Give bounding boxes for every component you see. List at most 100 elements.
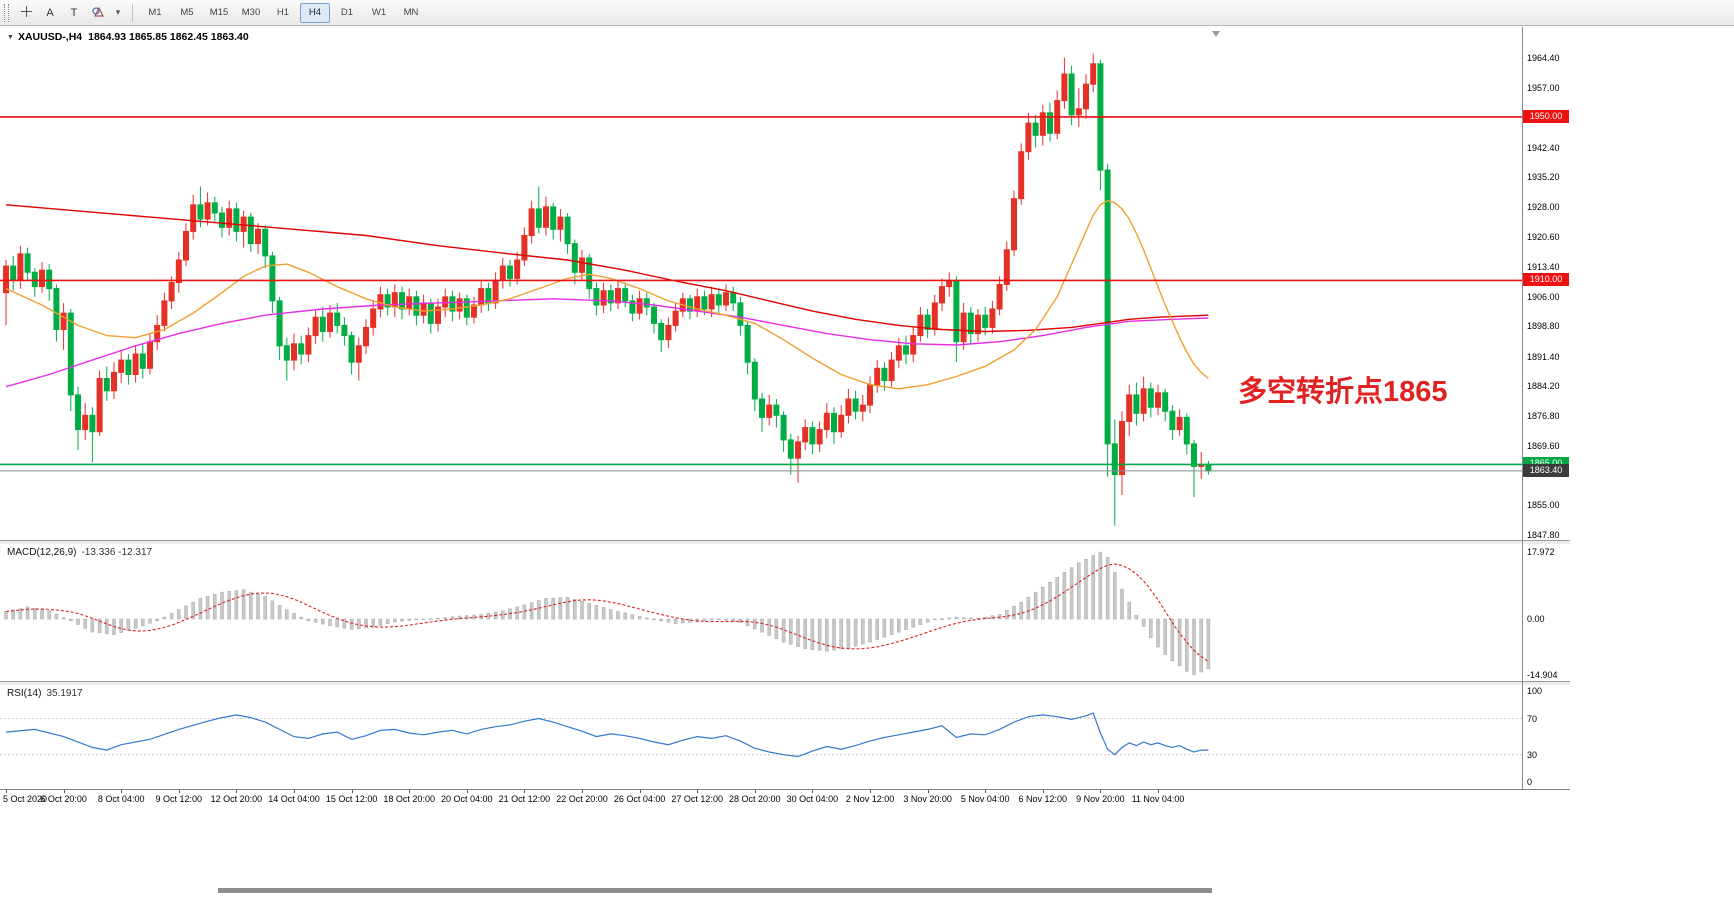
candle-body bbox=[787, 439, 794, 459]
chart-shift-marker[interactable] bbox=[1212, 31, 1220, 37]
price-tick-label: 1855.00 bbox=[1527, 500, 1560, 511]
timeframe-button-d1[interactable]: D1 bbox=[340, 7, 354, 18]
timeframe-button-mn[interactable]: MN bbox=[403, 7, 419, 18]
candle-body bbox=[96, 378, 103, 433]
macd-histogram-bar bbox=[846, 618, 851, 649]
main-chart-canvas[interactable] bbox=[0, 27, 1522, 540]
tools-dropdown-button[interactable]: ▾ bbox=[111, 2, 125, 24]
time-label: 11 Nov 04:00 bbox=[1131, 794, 1185, 804]
chart-text-annotation[interactable]: 多空转折点1865 bbox=[1238, 376, 1448, 408]
candle-body bbox=[615, 288, 621, 304]
macd-histogram-bar bbox=[774, 618, 779, 640]
macd-histogram-bar bbox=[357, 618, 361, 629]
chart-title: ▼ XAUUSD-,H4 1864.93 1865.85 1862.45 1863.… bbox=[7, 31, 249, 43]
candle-body bbox=[168, 282, 175, 302]
candle-body bbox=[17, 253, 24, 281]
candle-body bbox=[53, 288, 60, 331]
candle-body bbox=[1191, 443, 1197, 467]
macd-histogram-bar bbox=[630, 614, 635, 620]
timeframe-button-m5[interactable]: M5 bbox=[180, 7, 194, 18]
macd-histogram-bar bbox=[1041, 586, 1045, 620]
time-label: 5 Nov 04:00 bbox=[960, 794, 1010, 804]
candle-body bbox=[867, 384, 873, 406]
macd-histogram-bar bbox=[285, 609, 289, 620]
time-label: 9 Nov 20:00 bbox=[1076, 794, 1125, 804]
price-badge: 1863.40 bbox=[1523, 463, 1569, 477]
text-tool-button[interactable]: T bbox=[70, 6, 78, 19]
macd-histogram-bar bbox=[1199, 618, 1203, 673]
macd-histogram-bar bbox=[616, 611, 620, 620]
shapes-icon bbox=[91, 5, 105, 21]
candle-body bbox=[967, 312, 974, 335]
candle-body bbox=[521, 235, 528, 261]
candle-body bbox=[737, 302, 744, 326]
macd-histogram-bar bbox=[328, 618, 332, 626]
candle-body bbox=[1068, 73, 1075, 116]
candle-body bbox=[334, 312, 341, 326]
candle-body bbox=[226, 208, 233, 228]
candle-body bbox=[780, 414, 787, 441]
macd-histogram-bar bbox=[249, 591, 253, 620]
timeframe-button-w1[interactable]: W1 bbox=[371, 7, 387, 18]
time-label: 6 Nov 12:00 bbox=[1018, 794, 1068, 804]
price-axis[interactable]: 1964.40 1957.00 1942.40 1935.20 1928.00 1920.… bbox=[1523, 0, 1570, 898]
candle-body bbox=[1176, 416, 1183, 431]
macd-histogram-bar bbox=[1141, 618, 1146, 627]
time-tick bbox=[927, 790, 929, 793]
candle-body bbox=[125, 359, 132, 376]
timeframe-button-m15[interactable]: M15 bbox=[209, 7, 229, 18]
candle-body bbox=[636, 298, 643, 314]
timeframe-button-m1[interactable]: M1 bbox=[148, 7, 162, 18]
candle-body bbox=[298, 343, 305, 355]
macd-canvas[interactable] bbox=[0, 545, 1522, 681]
macd-histogram-bar bbox=[155, 618, 159, 622]
rsi-canvas[interactable] bbox=[0, 686, 1522, 789]
pane-splitter[interactable] bbox=[0, 681, 1570, 686]
candle-body bbox=[802, 427, 809, 443]
macd-histogram-bar bbox=[1120, 588, 1124, 620]
time-label: 9 Oct 12:00 bbox=[155, 794, 203, 804]
macd-histogram-bar bbox=[1170, 618, 1175, 662]
macd-histogram-bar bbox=[270, 600, 275, 620]
candle-body bbox=[305, 335, 312, 355]
timeframe-button-h4[interactable]: H4 bbox=[300, 2, 330, 23]
time-tick bbox=[870, 790, 871, 793]
candle-body bbox=[233, 208, 240, 232]
timeframe-button-h1[interactable]: H1 bbox=[276, 7, 290, 18]
macd-histogram-bar bbox=[1026, 596, 1031, 620]
macd-histogram-bar bbox=[277, 605, 282, 620]
time-tick bbox=[63, 790, 65, 793]
macd-histogram-bar bbox=[925, 618, 930, 623]
timeframe-button-m30[interactable]: M30 bbox=[241, 7, 261, 18]
macd-histogram-bar bbox=[1177, 618, 1182, 666]
macd-histogram-bar bbox=[637, 615, 642, 620]
collapse-triangle-icon[interactable]: ▼ bbox=[7, 34, 14, 41]
macd-histogram-bar bbox=[4, 611, 8, 620]
candle-body bbox=[449, 296, 456, 312]
shapes-tool-button[interactable] bbox=[87, 2, 109, 24]
candle-body bbox=[471, 304, 477, 318]
candle-body bbox=[535, 208, 542, 228]
crosshair-tool-button[interactable] bbox=[15, 2, 37, 24]
candle-body bbox=[147, 341, 153, 369]
text-label-tool-button[interactable]: A bbox=[46, 6, 54, 19]
candle-body bbox=[24, 253, 31, 273]
rsi-value: 35.1917 bbox=[46, 688, 83, 699]
h-scrollbar-thumb[interactable] bbox=[218, 888, 1212, 893]
time-label: 22 Oct 20:00 bbox=[556, 794, 608, 804]
macd-histogram-bar bbox=[47, 610, 51, 620]
time-axis[interactable]: 5 Oct 2020 6 Oct 20:00 8 Oct 04:00 9 Oct 12… bbox=[0, 789, 1570, 811]
candle-body bbox=[291, 343, 297, 361]
candle-body bbox=[67, 312, 74, 396]
candle-body bbox=[895, 345, 902, 361]
candle-body bbox=[751, 361, 758, 400]
macd-histogram-bar bbox=[133, 618, 138, 629]
candle-body bbox=[816, 429, 823, 445]
pane-splitter[interactable] bbox=[0, 540, 1570, 545]
candle-body bbox=[643, 298, 650, 308]
candle-body bbox=[190, 204, 197, 232]
toolbar-grip[interactable] bbox=[4, 3, 9, 22]
macd-histogram-bar bbox=[1149, 618, 1153, 638]
rsi-label: RSI(14) 35.1917 bbox=[7, 688, 83, 699]
macd-histogram-bar bbox=[414, 618, 419, 621]
